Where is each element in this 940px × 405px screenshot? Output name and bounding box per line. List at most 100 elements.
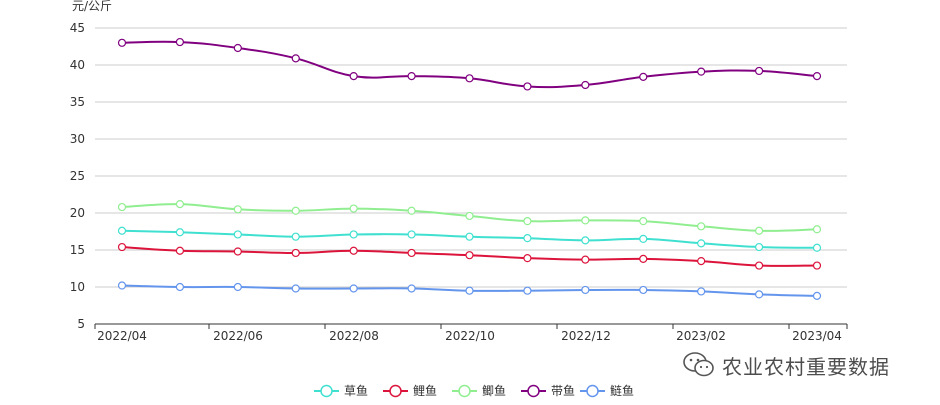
- data-point[interactable]: [523, 286, 532, 295]
- data-point[interactable]: [812, 291, 822, 300]
- data-point[interactable]: [233, 247, 242, 256]
- data-point[interactable]: [175, 200, 185, 209]
- data-point[interactable]: [175, 282, 185, 292]
- data-point[interactable]: [581, 285, 590, 295]
- legend-marker: [586, 384, 599, 398]
- legend-marker: [527, 384, 540, 398]
- data-point[interactable]: [175, 246, 185, 255]
- data-point[interactable]: [523, 217, 532, 226]
- legend-marker: [458, 384, 471, 398]
- data-point[interactable]: [812, 243, 822, 252]
- series-lines: [117, 37, 822, 300]
- data-point[interactable]: [407, 206, 416, 215]
- data-point[interactable]: [117, 281, 127, 290]
- data-point[interactable]: [523, 254, 532, 263]
- data-point[interactable]: [233, 230, 242, 239]
- data-point[interactable]: [233, 43, 242, 53]
- y-unit-label: 元/公斤: [72, 0, 112, 13]
- legend-label: 带鱼: [551, 384, 575, 398]
- data-point[interactable]: [349, 246, 358, 255]
- data-point[interactable]: [812, 261, 822, 270]
- y-tick-label: 45: [70, 21, 85, 35]
- x-tick-label: 2022/06: [213, 329, 263, 343]
- data-point[interactable]: [639, 72, 648, 81]
- legend-item[interactable]: 鲢鱼: [580, 383, 634, 398]
- x-tick-label: 2022/04: [97, 329, 147, 343]
- y-tick-label: 35: [70, 95, 85, 109]
- y-tick-label: 15: [70, 243, 85, 257]
- data-point[interactable]: [812, 225, 822, 234]
- data-point[interactable]: [523, 234, 532, 243]
- data-point[interactable]: [754, 261, 764, 270]
- y-tick-label: 30: [70, 132, 85, 146]
- data-point[interactable]: [754, 290, 764, 299]
- legend-marker: [389, 384, 402, 398]
- data-point[interactable]: [349, 284, 358, 293]
- data-point[interactable]: [465, 211, 474, 221]
- data-point[interactable]: [581, 216, 590, 225]
- series-4: [117, 281, 822, 300]
- x-tick-label: 2022/08: [329, 329, 379, 343]
- data-point[interactable]: [639, 217, 648, 226]
- data-point[interactable]: [639, 285, 648, 295]
- data-point[interactable]: [349, 230, 358, 239]
- data-point[interactable]: [291, 206, 300, 215]
- legend-label: 鲢鱼: [610, 383, 634, 398]
- data-point[interactable]: [233, 282, 242, 292]
- data-point[interactable]: [291, 284, 300, 293]
- data-point[interactable]: [581, 255, 590, 264]
- data-point[interactable]: [465, 232, 474, 241]
- data-point[interactable]: [697, 257, 706, 266]
- legend-item[interactable]: 鲫鱼: [452, 384, 506, 398]
- y-tick-label: 20: [70, 206, 85, 220]
- data-point[interactable]: [175, 228, 185, 237]
- data-point[interactable]: [523, 82, 532, 91]
- data-point[interactable]: [233, 205, 242, 214]
- data-point[interactable]: [407, 248, 416, 258]
- x-tick-label: 2023/02: [676, 329, 726, 343]
- data-point[interactable]: [465, 286, 474, 295]
- data-point[interactable]: [117, 242, 127, 252]
- data-point[interactable]: [465, 251, 474, 260]
- data-point[interactable]: [465, 74, 474, 83]
- series-1: [117, 242, 822, 270]
- legend[interactable]: 草鱼 鲤鱼 鲫鱼 带鱼 鲢鱼: [314, 383, 634, 398]
- data-point[interactable]: [175, 37, 185, 47]
- data-point[interactable]: [407, 284, 416, 293]
- legend-item[interactable]: 带鱼: [521, 384, 575, 398]
- data-point[interactable]: [291, 232, 300, 241]
- legend-item[interactable]: 鲤鱼: [383, 384, 437, 398]
- data-point[interactable]: [581, 80, 590, 90]
- data-point[interactable]: [117, 202, 127, 212]
- legend-marker: [320, 384, 333, 398]
- x-tick-label: 2022/10: [445, 329, 495, 343]
- data-point[interactable]: [291, 54, 300, 63]
- data-point[interactable]: [697, 67, 706, 76]
- data-point[interactable]: [117, 38, 127, 47]
- grid-lines: [95, 27, 847, 288]
- legend-label: 草鱼: [344, 384, 368, 398]
- y-tick-label: 40: [70, 58, 85, 72]
- data-point[interactable]: [697, 239, 706, 248]
- data-point[interactable]: [407, 230, 416, 239]
- data-point[interactable]: [349, 204, 358, 213]
- data-point[interactable]: [581, 236, 590, 245]
- data-point[interactable]: [754, 242, 764, 252]
- legend-label: 鲫鱼: [482, 384, 506, 398]
- data-point[interactable]: [639, 234, 648, 243]
- series-3: [117, 37, 822, 91]
- data-point[interactable]: [754, 66, 764, 76]
- data-point[interactable]: [754, 226, 764, 235]
- data-point[interactable]: [407, 71, 416, 81]
- data-point[interactable]: [349, 71, 358, 81]
- data-point[interactable]: [697, 222, 706, 231]
- legend-item[interactable]: 草鱼: [314, 384, 368, 398]
- data-point[interactable]: [117, 226, 127, 235]
- series-0: [117, 226, 822, 252]
- data-point[interactable]: [291, 248, 300, 258]
- data-point[interactable]: [697, 287, 706, 296]
- data-point[interactable]: [812, 71, 822, 81]
- y-tick-label: 10: [70, 280, 85, 294]
- data-point[interactable]: [639, 254, 648, 263]
